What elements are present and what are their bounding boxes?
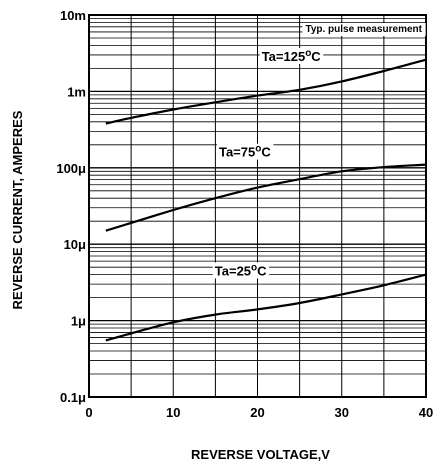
curves — [105, 58, 427, 342]
series-label-text: Ta=75oC — [219, 144, 271, 160]
series-label-1: Ta=75oC — [216, 143, 274, 160]
x-tick-label: 40 — [419, 405, 433, 420]
series-line-1 — [105, 163, 427, 232]
series-line-2 — [105, 273, 427, 342]
y-tick-label: 1m — [67, 84, 86, 99]
plot-frame — [88, 14, 427, 398]
series-label-text: Ta=25oC — [215, 262, 267, 278]
x-tick-label: 10 — [166, 405, 180, 420]
y-axis-title: REVERSE CURRENT, AMPERES — [10, 110, 25, 309]
y-tick-label: 0.1μ — [60, 390, 86, 405]
series-label-0: Ta=125oC — [259, 47, 324, 64]
x-tick-label: 30 — [335, 405, 349, 420]
x-tick-label: 0 — [85, 405, 92, 420]
series-label-2: Ta=25oC — [212, 262, 270, 279]
curve-labels: Ta=125oC Ta=75oC Ta=25oC — [212, 47, 324, 279]
annotation-text: Typ. pulse measurement — [305, 24, 422, 35]
y-tick-label: 1μ — [71, 314, 86, 329]
y-tick-label: 100μ — [56, 161, 86, 176]
series-label-bg — [259, 47, 324, 64]
grid — [89, 15, 426, 397]
series-label-bg — [212, 262, 270, 279]
x-axis-title: REVERSE VOLTAGE,V — [191, 447, 330, 462]
series-label-text: Ta=125oC — [262, 48, 322, 64]
annotation-box: Typ. pulse measurement — [302, 23, 426, 36]
series-label-bg — [216, 143, 274, 160]
y-tick-label: 10μ — [64, 237, 86, 252]
x-tick-label: 20 — [250, 405, 264, 420]
tick-labels: 0 10 20 30 40 0.1μ 1μ 10μ 100μ 1m 10m — [56, 8, 433, 420]
series-line-0 — [105, 58, 427, 125]
y-tick-label: 10m — [60, 8, 86, 23]
